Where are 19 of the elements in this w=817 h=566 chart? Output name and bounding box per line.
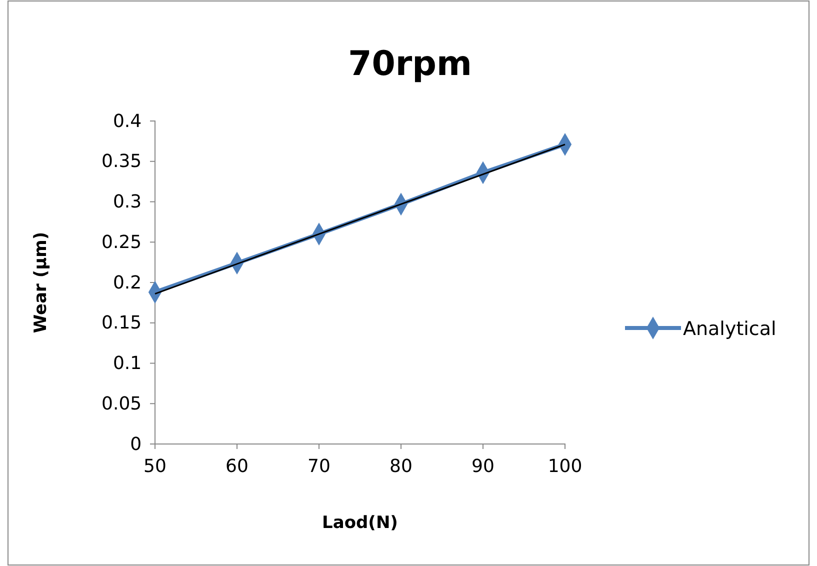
y-axis-title: Wear (µm) [31,232,51,334]
x-tick-label: 90 [472,456,494,477]
y-tick-label: 0.3 [112,192,142,213]
legend-label: Analytical [683,318,776,340]
x-axis-title: Laod(N) [322,513,398,533]
x-tick-label: 60 [226,456,248,477]
x-tick-label: 80 [390,456,412,477]
y-tick-label: 0.4 [112,110,142,132]
y-tick-label: 0.25 [102,232,142,253]
chart-title: 70rpm [348,44,472,84]
y-tick-label: 0.1 [112,353,142,374]
x-tick-label: 70 [308,456,330,477]
y-tick-label: 0 [130,434,142,455]
y-tick-label: 0.15 [102,312,142,334]
y-tick-label: 0.2 [112,272,142,294]
y-tick-label: 0.35 [102,151,142,172]
x-tick-label: 100 [548,456,582,477]
x-tick-label: 50 [144,456,166,477]
y-tick-label: 0.05 [102,393,142,414]
